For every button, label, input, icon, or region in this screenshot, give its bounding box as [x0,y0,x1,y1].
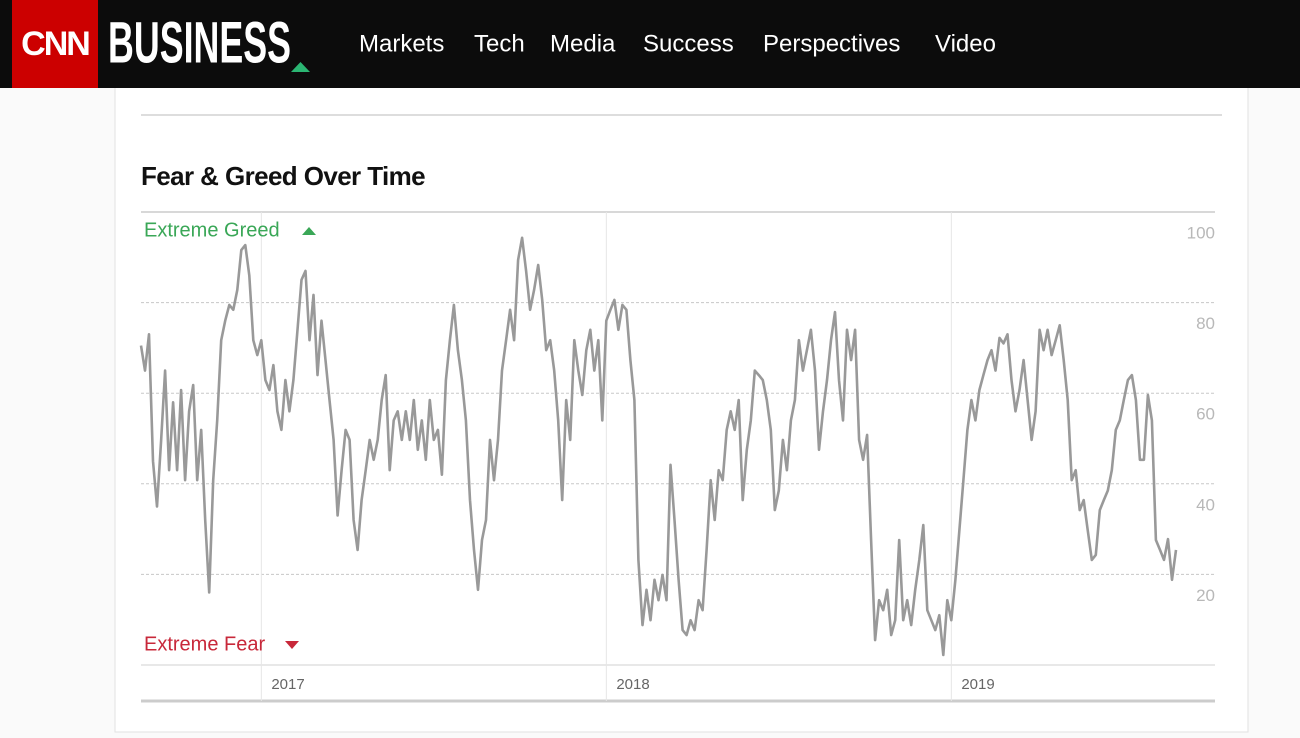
logo[interactable]: CNN [21,25,91,63]
y-tick-label: 40 [1196,495,1215,514]
nav-link[interactable]: Markets [359,30,444,57]
x-tick-label: 2019 [961,676,994,693]
fear-label: Extreme Fear [144,633,265,655]
down-arrow [285,641,299,649]
greed-label: Extreme Greed [144,219,280,241]
y-tick-label: 20 [1196,586,1215,605]
y-tick-label: 80 [1196,314,1215,333]
header [0,0,1300,88]
fear-greed-line [139,236,1178,657]
nav-link[interactable]: Video [935,30,996,57]
nav-link[interactable]: Perspectives [763,30,900,57]
plot: 20 40 60 80 100 2017 2018 2019 [139,212,1215,701]
logo-box[interactable] [12,0,98,88]
nav-link[interactable]: Media [550,30,616,57]
x-tick-label: 2018 [616,676,649,693]
brand[interactable]: BUSINESS [108,10,291,75]
y-tick-label: 60 [1196,405,1215,424]
brand-mark [291,62,310,72]
nav-link[interactable]: Success [643,30,734,57]
up-arrow [302,227,316,235]
y-tick-label: 100 [1187,223,1215,242]
nav-link[interactable]: Tech [474,30,525,57]
chart-title: Fear & Greed Over Time [141,161,425,191]
x-tick-label: 2017 [271,676,304,693]
